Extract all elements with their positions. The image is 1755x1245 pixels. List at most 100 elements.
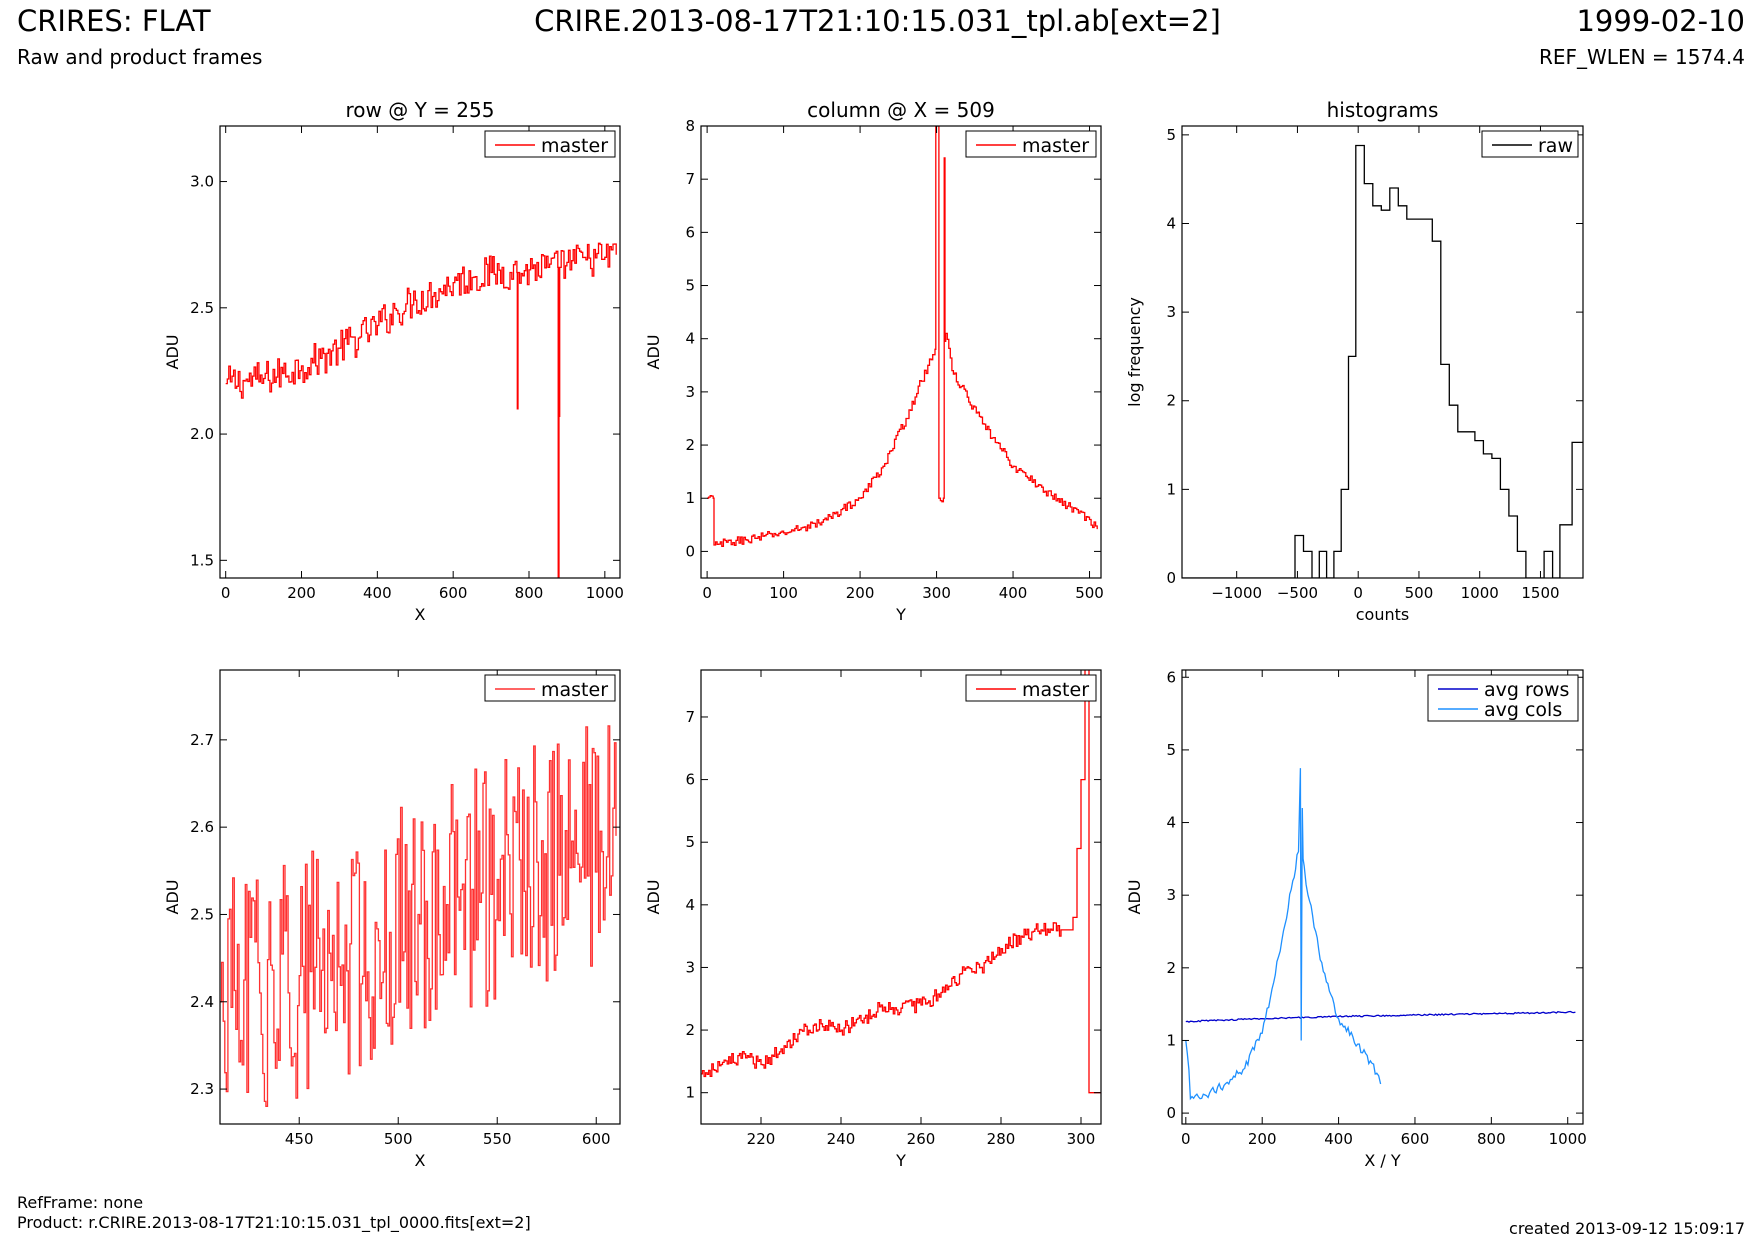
x-tick-label: 280 [987,1130,1016,1148]
y-axis-label: ADU [163,880,182,915]
x-tick-label: 400 [999,584,1028,602]
date-title: 1999-02-10 [1576,4,1745,38]
y-tick-label: 2 [685,436,695,454]
x-tick-label: 1000 [1549,1130,1587,1148]
y-tick-label: 4 [685,330,695,348]
series-line-master [220,725,617,1107]
legend-box [1427,674,1579,722]
y-tick-label: 8 [685,117,695,135]
y-tick-label: 4 [1166,214,1176,232]
x-tick-label: 600 [582,1130,611,1148]
x-tick-label: 1000 [586,584,624,602]
y-tick-label: 0 [1166,1104,1176,1122]
legend-label: avg rows [1484,679,1569,701]
y-tick-label: 2 [685,1021,695,1039]
y-tick-label: 0 [1166,569,1176,587]
series-line-master [701,670,1101,1094]
y-tick-label: 3 [1166,886,1176,904]
x-axis-label: X [415,1151,426,1170]
x-tick-label: 600 [1401,1130,1430,1148]
y-tick-label: 3 [1166,303,1176,321]
chart-panel-5: 220 240 260 280 300 1 2 3 4 5 6 7 Y ADU master [644,669,1102,1170]
legend: raw [1481,130,1579,158]
file-name-title: CRIRE.2013-08-17T21:10:15.031_tpl.ab[ext… [534,4,1221,38]
chart-panel-2: 0 100 200 300 400 500 0 1 2 3 4 5 6 7 8 column @ X = 50… [644,98,1104,624]
y-tick-label: 5 [685,277,695,295]
x-tick-label: 260 [907,1130,936,1148]
chart-title: histograms [1327,98,1439,122]
x-axis-label: X [415,605,426,624]
y-axis-label: ADU [1125,880,1144,915]
y-tick-label: 2.0 [190,425,214,443]
y-tick-label: 2.7 [190,731,214,749]
legend-label: master [1022,135,1089,157]
x-tick-label: 550 [483,1130,512,1148]
x-tick-label: 240 [827,1130,856,1148]
report-title: CRIRES: FLAT [17,4,211,38]
chart-panel-6: 0 200 400 600 800 1000 0 1 2 3 4 5 6 X / Y ADU avg rows… [1125,668,1587,1170]
x-tick-label: 600 [439,584,468,602]
x-tick-label: 450 [285,1130,314,1148]
y-axis-label: log frequency [1125,297,1144,407]
x-tick-label: 0 [1353,584,1363,602]
y-tick-label: 6 [685,771,695,789]
x-tick-label: −500 [1277,584,1318,602]
y-tick-label: 3.0 [190,173,214,191]
x-tick-label: 400 [1324,1130,1353,1148]
series-line-master [707,126,1098,547]
y-tick-label: 3 [685,383,695,401]
x-axis-label: counts [1356,605,1409,624]
plot-frame [219,669,621,1125]
y-tick-label: 1 [1166,480,1176,498]
plot-frame [700,669,1102,1125]
legend-label: master [541,135,608,157]
x-tick-label: 0 [702,584,712,602]
chart-panel-1: 0 200 400 600 800 1000 1.5 2.0 2.5 3.0 row @ Y = 2… [163,98,624,624]
legend-label: master [541,679,608,701]
legend-label: master [1022,679,1089,701]
x-tick-label: 200 [846,584,875,602]
y-tick-label: 7 [685,708,695,726]
series-line-avg-rows [1185,1010,1576,1023]
plot-frame [1181,125,1584,579]
ref-wlen-label: REF_WLEN = 1574.4 [1538,45,1745,69]
y-axis-label: ADU [163,335,182,370]
x-tick-label: 0 [1181,1130,1191,1148]
y-tick-label: 1.5 [190,551,214,569]
y-tick-label: 5 [685,833,695,851]
x-tick-label: −1000 [1211,584,1262,602]
x-tick-label: 300 [922,584,951,602]
legend-label: raw [1538,135,1573,157]
plot-frame [219,125,621,579]
y-tick-label: 4 [685,896,695,914]
x-tick-label: 500 [1405,584,1434,602]
y-tick-label: 5 [1166,126,1176,144]
y-tick-label: 3 [685,958,695,976]
series-line-raw [1182,144,1583,578]
y-tick-label: 2.6 [190,818,214,836]
y-tick-label: 5 [1166,741,1176,759]
plot-frame [1181,669,1584,1125]
x-axis-label: Y [895,1151,906,1170]
x-tick-label: 220 [747,1130,776,1148]
x-tick-label: 300 [1067,1130,1096,1148]
chart-panel-3: −1000 −500 0 500 1000 1500 0 1 2 3 4 5 histograms cou… [1125,98,1584,624]
y-tick-label: 2 [1166,392,1176,410]
y-tick-label: 2.3 [190,1080,214,1098]
x-tick-label: 800 [515,584,544,602]
subtitle: Raw and product frames [17,45,263,69]
legend-box [484,674,616,702]
x-tick-label: 0 [221,584,231,602]
x-tick-label: 200 [287,584,316,602]
y-tick-label: 1 [1166,1031,1176,1049]
chart-title: row @ Y = 255 [346,98,495,122]
x-tick-label: 200 [1248,1130,1277,1148]
x-tick-label: 800 [1477,1130,1506,1148]
x-tick-label: 1000 [1461,584,1499,602]
series-line-avg-cols [1185,768,1382,1101]
legend: master [484,130,616,158]
y-tick-label: 2 [1166,959,1176,977]
refframe-label: RefFrame: none [17,1193,144,1212]
legend-box [1481,130,1579,158]
